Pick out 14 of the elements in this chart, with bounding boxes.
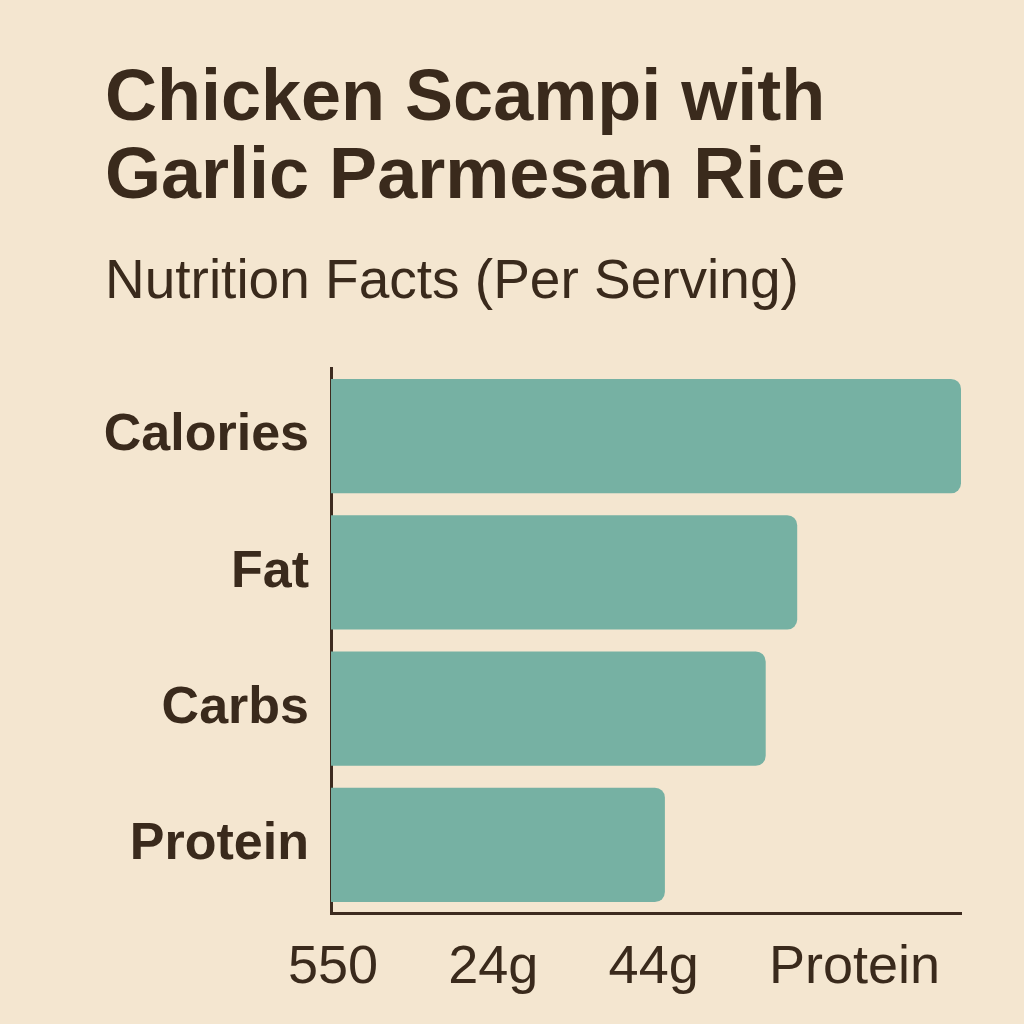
text: Protein <box>768 933 940 996</box>
chart-subtitle: Nutrition Facts (Per Serving) <box>105 247 799 311</box>
y-tick-label: Fat <box>231 539 309 598</box>
bar <box>331 787 665 903</box>
text: 550 <box>288 933 379 996</box>
y-tick-label: Protein <box>129 812 309 871</box>
bar <box>331 651 766 766</box>
text: 44g <box>608 933 699 996</box>
bar <box>331 378 961 494</box>
bar <box>331 515 798 630</box>
chart-title: Chicken Scampi with Garlic Parmesan Rice <box>105 55 847 213</box>
y-tick-label: Carbs <box>161 675 309 734</box>
text: 24g <box>448 933 539 996</box>
y-tick-label: Calories <box>103 403 309 462</box>
